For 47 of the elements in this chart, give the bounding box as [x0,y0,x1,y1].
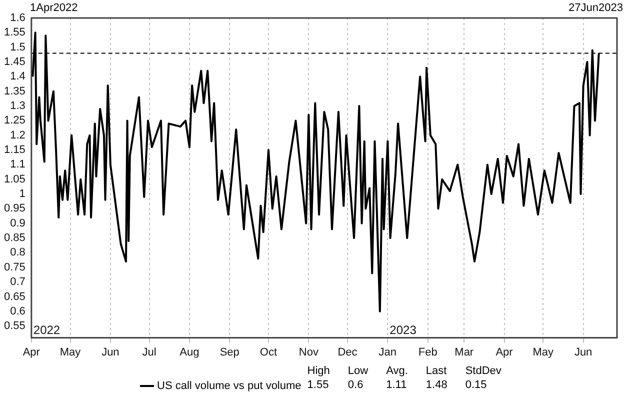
annotation: 2023 [390,323,417,338]
x-tick-label: Apr [22,346,40,358]
y-tick-label: 0.65 [4,290,26,303]
y-tick-label: 0.55 [4,320,26,332]
x-tick-label: Feb [418,346,438,358]
x-tick-label: Jan [378,346,397,358]
y-tick-label: 0.7 [10,276,26,288]
y-tick-label: 0.95 [4,202,26,215]
text: Low 0.6 [348,364,368,392]
text: 27Jun2023 [568,2,623,14]
y-tick-label: 1.35 [4,85,26,98]
y-tick-label: 0.75 [4,261,26,274]
y-tick-label: 1.15 [4,144,26,156]
y-tick-label: 1.4 [10,70,26,83]
legend-label: US call volume vs put volume [157,380,302,392]
y-tick-label: 1.25 [4,114,26,127]
y-tick-label: 0.6 [10,305,26,318]
y-tick-label: 1.55 [4,26,26,39]
y-tick-label: 1.2 [10,129,26,142]
y-tick-label: 1.5 [10,41,26,54]
y-tick-label: 1.05 [4,173,26,186]
x-tick-label: Mar [454,346,474,358]
x-tick-label: Sep [220,346,240,358]
x-tick-label: Jul [142,346,156,358]
text: Last 1.48 [426,364,448,392]
text: Avg. 1.11 [386,364,408,392]
x-tick-label: Oct [260,346,278,358]
text: High 1.55 [307,364,330,392]
x-tick-label: Jun [102,346,120,358]
x-tick-label: Aug [180,346,200,358]
x-tick-label: May [532,346,554,358]
y-tick-label: 1.3 [10,100,26,112]
x-tick-label: May [60,346,82,358]
y-tick-label: 0.8 [10,246,26,259]
y-tick-label: 1.45 [4,56,26,68]
x-tick-label: Nov [298,346,319,358]
y-tick-label: 1.1 [10,158,26,171]
y-tick-label: 1 [19,188,26,200]
x-tick-label: Apr [496,346,514,358]
text: StdDev 0.15 [465,364,502,392]
y-tick-label: 0.9 [10,217,26,230]
text: 1Apr2022 [30,2,78,14]
x-tick-label: Jun [574,346,592,358]
annotation: 2022 [33,323,60,338]
y-tick-label: 1.6 [10,12,26,24]
x-tick-label: Dec [338,346,358,358]
y-tick-label: 0.85 [4,232,26,244]
